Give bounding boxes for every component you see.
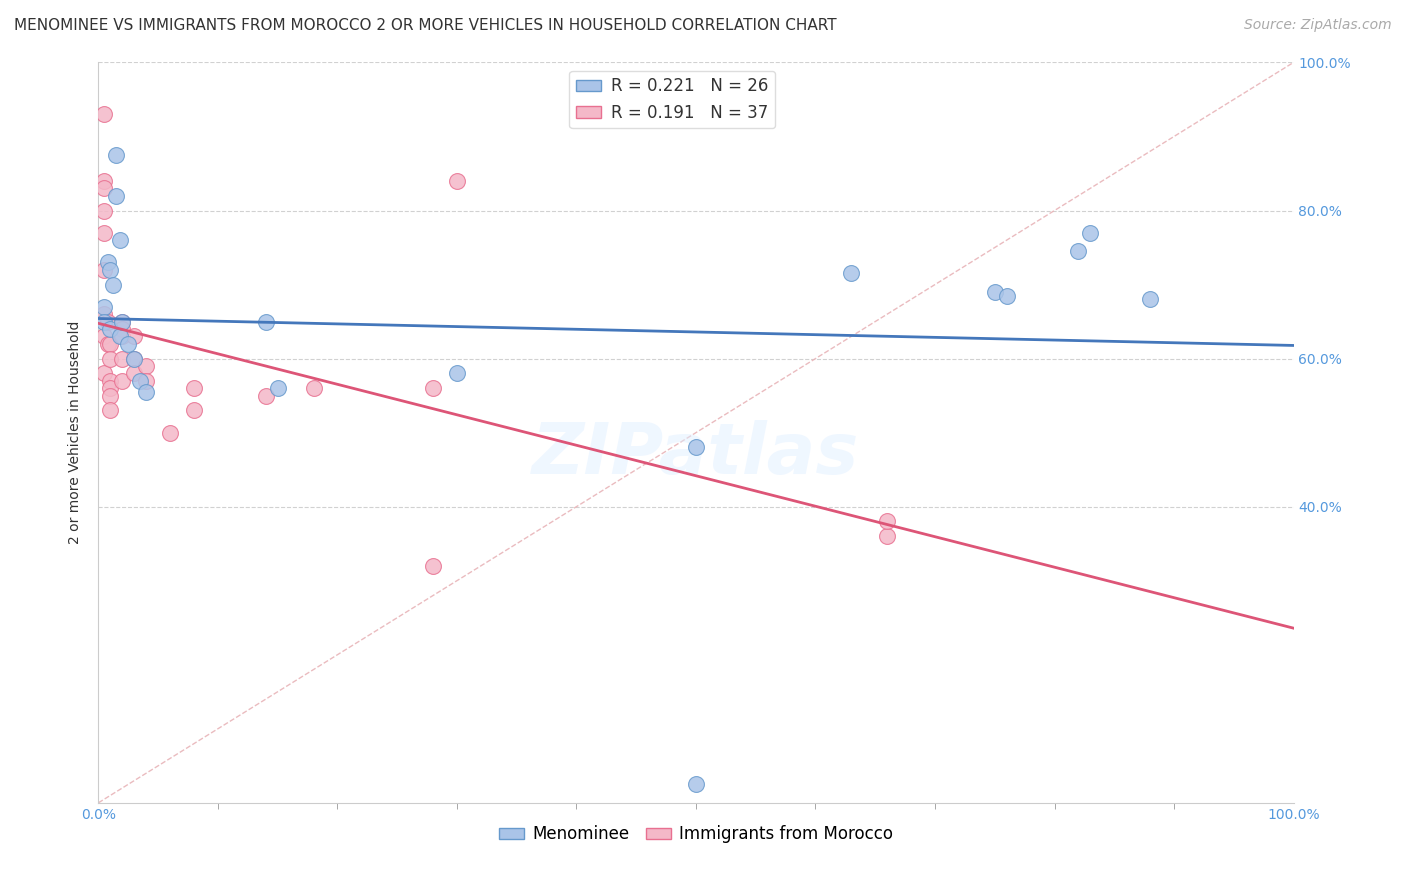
- Point: [111, 314, 134, 328]
- Text: ZIPatlas: ZIPatlas: [533, 420, 859, 490]
- Point: [685, 441, 707, 455]
- Legend: Menominee, Immigrants from Morocco: Menominee, Immigrants from Morocco: [492, 819, 900, 850]
- Point: [111, 322, 134, 336]
- Point: [135, 384, 157, 399]
- Point: [302, 381, 325, 395]
- Point: [1139, 293, 1161, 307]
- Point: [422, 558, 444, 573]
- Point: [105, 188, 128, 202]
- Point: [98, 322, 122, 336]
- Point: [135, 374, 157, 388]
- Point: [111, 374, 134, 388]
- Point: [98, 381, 122, 395]
- Point: [98, 388, 122, 402]
- Point: [98, 262, 122, 277]
- Point: [97, 336, 120, 351]
- Point: [93, 307, 115, 321]
- Point: [841, 267, 863, 281]
- Point: [111, 329, 134, 343]
- Text: MENOMINEE VS IMMIGRANTS FROM MOROCCO 2 OR MORE VEHICLES IN HOUSEHOLD CORRELATION: MENOMINEE VS IMMIGRANTS FROM MOROCCO 2 O…: [14, 18, 837, 33]
- Point: [135, 359, 157, 373]
- Point: [98, 351, 122, 366]
- Point: [98, 374, 122, 388]
- Point: [254, 388, 277, 402]
- Point: [93, 367, 115, 381]
- Point: [93, 300, 115, 314]
- Point: [1080, 226, 1102, 240]
- Point: [876, 529, 898, 543]
- Point: [129, 374, 152, 388]
- Point: [108, 233, 131, 247]
- Point: [111, 351, 134, 366]
- Point: [93, 181, 115, 195]
- Point: [111, 314, 134, 328]
- Point: [446, 174, 468, 188]
- Point: [124, 329, 146, 343]
- Point: [93, 262, 115, 277]
- Point: [124, 367, 146, 381]
- Point: [422, 381, 444, 395]
- Point: [98, 336, 122, 351]
- Y-axis label: 2 or more Vehicles in Household: 2 or more Vehicles in Household: [69, 321, 83, 544]
- Point: [98, 403, 122, 417]
- Point: [105, 148, 128, 162]
- Point: [93, 107, 115, 121]
- Point: [685, 777, 707, 791]
- Point: [1067, 244, 1090, 259]
- Point: [93, 329, 115, 343]
- Point: [254, 314, 277, 328]
- Point: [267, 381, 290, 395]
- Point: [183, 403, 205, 417]
- Text: Source: ZipAtlas.com: Source: ZipAtlas.com: [1244, 18, 1392, 32]
- Point: [159, 425, 181, 440]
- Point: [97, 255, 120, 269]
- Point: [876, 515, 898, 529]
- Point: [446, 367, 468, 381]
- Point: [124, 351, 146, 366]
- Point: [101, 277, 124, 292]
- Point: [183, 381, 205, 395]
- Point: [984, 285, 1007, 299]
- Point: [117, 336, 139, 351]
- Point: [124, 351, 146, 366]
- Point: [93, 226, 115, 240]
- Point: [93, 203, 115, 218]
- Point: [93, 174, 115, 188]
- Point: [995, 288, 1018, 302]
- Point: [97, 314, 120, 328]
- Point: [108, 329, 131, 343]
- Point: [93, 314, 115, 328]
